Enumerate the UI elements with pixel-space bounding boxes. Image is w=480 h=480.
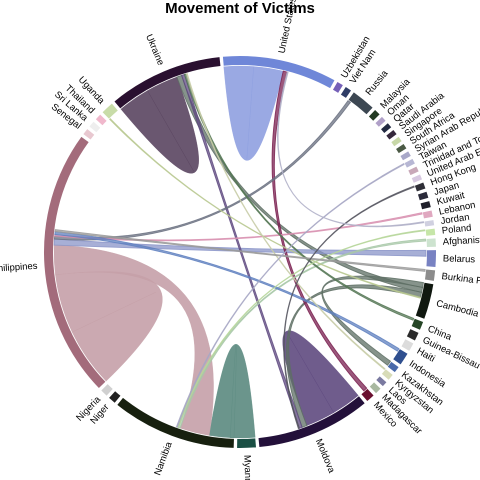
segment-arc-china bbox=[411, 318, 424, 330]
segment-arc-qatar bbox=[381, 123, 392, 134]
ribbon-hong-kong-to-moldova bbox=[283, 185, 415, 430]
segment-label-namibia: Namibia bbox=[152, 440, 175, 477]
segment-arc-haiti bbox=[401, 339, 414, 351]
segment-label-burkina-faso: Burkina Faso bbox=[441, 271, 480, 289]
ribbon-burkina-faso-to-philippines bbox=[54, 229, 426, 272]
segment-label-ukraine: Ukraine bbox=[143, 33, 166, 67]
ribbon-mexico-to-united-states bbox=[271, 70, 368, 392]
ribbon-cambodia-to-ukraine bbox=[176, 74, 424, 293]
segment-label-philippines: Philippines bbox=[0, 261, 38, 275]
segment-arc-taiwan bbox=[404, 158, 415, 168]
segment-arc-sri-lanka bbox=[89, 121, 101, 133]
ribbon-philippines-to-philippines bbox=[55, 271, 163, 382]
segment-arc-viet-nam bbox=[340, 86, 352, 98]
ribbon-taiwan-to-namibia bbox=[175, 163, 405, 428]
ribbon-united-states-to-united-states bbox=[223, 65, 284, 161]
ribbon-ukraine-to-ukraine bbox=[120, 76, 199, 174]
segment-arc-kyrgyzstan bbox=[381, 369, 393, 380]
segment-arc-belarus bbox=[426, 250, 436, 267]
ribbon-kyrgyzstan-to-ukraine bbox=[185, 73, 386, 371]
segment-label-afghanistan: Afghanistan bbox=[442, 234, 480, 247]
ribbon-cambodia-to-moldova bbox=[285, 284, 423, 428]
segment-arc-nigeria bbox=[101, 384, 113, 396]
ribbon-china-to-ukraine bbox=[183, 73, 415, 321]
segment-arc-uganda bbox=[102, 103, 118, 119]
segment-arc-guinea-bissau bbox=[406, 329, 419, 341]
ribbon-moldova-to-ukraine bbox=[181, 73, 303, 429]
segment-arc-united-states bbox=[222, 55, 335, 89]
ribbon-jordan-to-united-states bbox=[277, 71, 425, 228]
segment-label-poland: Poland bbox=[441, 223, 472, 237]
chart-title: Movement of Victims bbox=[165, 0, 315, 17]
segment-label-cambodia: Cambodia bbox=[435, 298, 480, 320]
segment-arc-poland bbox=[425, 228, 436, 236]
segment-arc-ukraine bbox=[114, 57, 221, 109]
segment-arc-malaysia bbox=[368, 109, 380, 121]
segment-arc-hong-kong bbox=[414, 182, 426, 192]
segment-arc-oman bbox=[375, 116, 386, 127]
ribbon-namibia-to-myanmar bbox=[208, 344, 256, 439]
segment-arc-trinidad-and-tobago bbox=[408, 166, 419, 176]
segment-arc-syrian-arab-republic bbox=[400, 151, 411, 161]
ribbon-moldova-to-moldova bbox=[282, 330, 359, 426]
segment-arc-namibia bbox=[117, 397, 234, 448]
segment-arc-jordan bbox=[424, 220, 435, 227]
segment-label-jordan: Jordan bbox=[440, 212, 470, 227]
segment-arc-thailand bbox=[95, 114, 107, 126]
segment-arc-laos bbox=[376, 376, 387, 387]
segment-arc-kuwait bbox=[420, 201, 431, 210]
ribbon-russia-to-philippines bbox=[53, 99, 352, 241]
segment-label-belarus: Belarus bbox=[443, 253, 476, 265]
ribbon-afghanistan-to-namibia bbox=[177, 238, 427, 429]
segment-arc-south-africa bbox=[396, 144, 407, 154]
segment-label-moldova: Moldova bbox=[313, 437, 337, 475]
segment-arc-kazakhstan bbox=[387, 361, 399, 373]
segment-arc-layer bbox=[44, 55, 436, 448]
segment-arc-cambodia bbox=[415, 282, 434, 319]
ribbon-indonesia-to-philippines bbox=[54, 231, 400, 352]
segment-arc-moldova bbox=[258, 396, 365, 448]
segment-arc-mexico bbox=[361, 388, 374, 402]
segment-arc-madagascar bbox=[369, 382, 381, 394]
ribbon-uganda-to-cambodia bbox=[108, 118, 421, 299]
ribbon-layer bbox=[53, 65, 427, 439]
segment-arc-afghanistan bbox=[426, 238, 436, 247]
segment-arc-saudi-arabia bbox=[386, 129, 397, 140]
segment-arc-myanmar bbox=[237, 438, 256, 448]
segment-arc-niger bbox=[109, 391, 121, 403]
segment-arc-japan bbox=[417, 191, 429, 201]
segment-arc-burkina-faso bbox=[424, 269, 436, 281]
segment-arc-lebanon bbox=[422, 210, 433, 219]
segment-arc-russia bbox=[348, 92, 373, 115]
segment-arc-indonesia bbox=[393, 349, 408, 365]
segment-label-russia: Russia bbox=[364, 68, 391, 98]
segment-arc-uzbekistan bbox=[332, 81, 343, 93]
segment-arc-philippines bbox=[44, 136, 106, 389]
segment-arc-senegal bbox=[83, 129, 95, 140]
segment-arc-singapore bbox=[391, 136, 402, 147]
segment-label-myanmar: Myanmar bbox=[241, 455, 253, 480]
segment-arc-united-arab-emirates bbox=[411, 174, 423, 183]
